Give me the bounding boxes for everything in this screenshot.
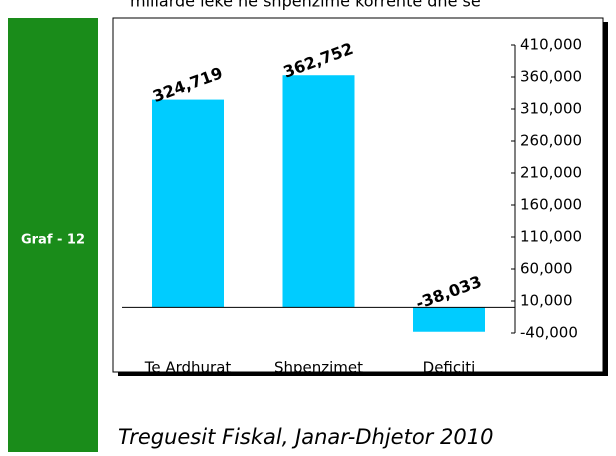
sidebar — [8, 18, 98, 452]
y-tick-label: 360,000 — [520, 68, 582, 86]
y-tick-label: 160,000 — [520, 196, 582, 214]
y-tick-label: 110,000 — [520, 228, 582, 246]
bar — [413, 307, 485, 332]
x-tick-label: Te Ardhurat — [144, 359, 232, 377]
header-text: miliardë lekë në shpenzime korrente dhe … — [130, 0, 481, 11]
x-tick-label: Shpenzimet — [274, 359, 363, 377]
y-tick-label: 210,000 — [520, 164, 582, 182]
y-tick-label: 310,000 — [520, 100, 582, 118]
bar — [152, 99, 224, 308]
y-tick-label: 10,000 — [520, 292, 573, 310]
y-tick-label: 60,000 — [520, 260, 573, 278]
bar — [282, 75, 355, 308]
sidebar-label: Graf - 12 — [21, 233, 85, 248]
caption: Treguesit Fiskal, Janar-Dhjetor 2010 — [118, 425, 493, 449]
y-tick-label: -40,000 — [520, 324, 578, 342]
y-tick-label: 260,000 — [520, 132, 582, 150]
x-tick-label: Deficiti — [423, 359, 476, 377]
y-tick-label: 410,000 — [520, 36, 582, 54]
